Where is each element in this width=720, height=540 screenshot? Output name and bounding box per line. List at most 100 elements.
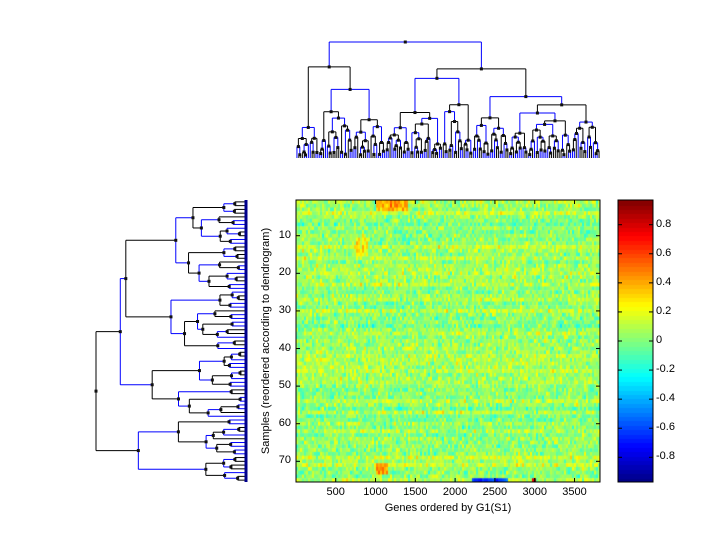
gene-dendrogram-node [560,148,564,152]
gene-dendrogram-node [438,146,442,150]
sample-dendrogram-node [215,446,219,450]
colorbar [618,200,653,482]
sample-dendrogram-node [227,284,231,288]
sample-dendrogram-node [238,352,242,356]
sample-dendrogram-node [206,411,210,415]
gene-dendrogram-node [554,139,558,143]
gene-dendrogram-node [413,131,417,135]
gene-dendrogram-node [454,150,458,154]
gene-dendrogram-node [589,145,592,149]
gene-dendrogram-node [543,149,547,153]
gene-dendrogram-node [332,150,336,154]
gene-dendrogram-node [431,151,435,155]
sample-dendrogram-node [197,271,201,275]
gene-dendrogram-node [343,124,347,128]
sample-dendrogram-node [124,277,128,281]
gene-dendrogram-node [464,142,468,146]
gene-dendrogram-node [509,152,513,156]
sample-dendrogram-node [218,263,222,267]
sample-dendrogram-node [187,261,191,265]
gene-dendrogram-node [477,138,481,142]
sample-dendrogram-node [210,378,214,382]
gene-dendrogram-node [394,144,398,148]
colorbar-tick-label: -0.4 [656,392,675,405]
gene-dendrogram-node [306,125,310,129]
sample-dendrogram-node [222,430,226,434]
gene-dendrogram-node [535,150,539,154]
gene-dendrogram-node [403,40,407,44]
gene-dendrogram-node [373,142,377,146]
gene-dendrogram-node [538,135,542,139]
y-tick-label: 50 [278,379,291,392]
sample-dendrogram-node [234,277,238,281]
gene-dendrogram-node [497,126,501,130]
gene-dendrogram-node [448,110,452,114]
sample-dendrogram-node [207,279,211,283]
gene-dendrogram-node [312,136,316,140]
heatmap-axes [295,199,601,483]
gene-dendrogram-node [378,152,382,156]
gene-dendrogram-node [516,140,520,144]
gene-dendrogram-node [443,142,447,146]
gene-dendrogram-node [486,152,490,156]
gene-dendrogram-node [531,139,535,143]
gene-dendrogram-node [420,122,424,126]
sample-dendrogram [94,200,248,482]
gene-dendrogram-node [392,133,396,137]
gene-dendrogram-node [322,138,326,142]
gene-dendrogram-node [353,146,357,150]
sample-dendrogram-node [174,238,178,242]
sample-dendrogram-node [225,274,229,278]
gene-dendrogram-node [304,142,308,146]
gene-dendrogram-node [417,137,421,141]
colorbar-tick-label: 0 [656,334,663,346]
gene-dendrogram-node [327,144,331,148]
gene-dendrogram-node [469,151,473,155]
sample-dendrogram-node [183,332,187,336]
gene-dendrogram-node [475,134,479,138]
gene-dendrogram-node [479,123,483,127]
sample-dendrogram-node [230,322,234,326]
gene-dendrogram-node [528,153,532,157]
gene-dendrogram-node [449,144,453,148]
gene-dendrogram-node [426,136,430,140]
gene-dendrogram-node [320,147,324,151]
colorbar-tick-label: -0.8 [656,450,675,463]
gene-dendrogram-node [494,138,498,142]
sample-dendrogram-node [204,467,208,471]
sample-dendrogram-node [204,440,208,444]
gene-dendrogram-node [562,153,566,157]
gene-dendrogram-node [484,141,488,145]
gene-dendrogram [296,40,600,158]
gene-dendrogram-node [574,131,578,135]
colorbar-tick-label: 0.8 [656,217,672,230]
gene-dendrogram-node [375,125,379,129]
sample-dendrogram-node [196,319,200,323]
sample-dendrogram-node [136,449,140,453]
gene-dendrogram-node [578,126,582,130]
x-tick-label: 3000 [522,486,547,498]
sample-dendrogram-node [191,216,195,220]
colorbar-tick-label: 0.4 [656,275,672,288]
colorbar-tick-label: -0.2 [656,363,675,376]
sample-dendrogram-node [215,332,219,336]
gene-dendrogram-node [556,149,560,153]
gene-dendrogram-node [298,153,302,157]
sample-dendrogram-node [176,397,180,401]
gene-dendrogram-node [327,65,331,69]
gene-dendrogram-node [465,148,469,152]
colorbar-axes [617,199,654,483]
gene-dendrogram-node [488,116,492,120]
gene-dendrogram-node [343,152,347,156]
sample-dendrogram-node [233,202,237,206]
gene-dendrogram-node [359,130,363,134]
gene-dendrogram-node [336,146,340,150]
gene-dendrogram-node [349,148,353,152]
gene-dendrogram-node [571,148,575,152]
gene-dendrogram-node [457,103,461,107]
gene-dendrogram-node [482,150,486,154]
sample-dendrogram-node [169,315,173,319]
gene-dendrogram-node [328,151,332,155]
sample-dendrogram-node [229,355,233,359]
